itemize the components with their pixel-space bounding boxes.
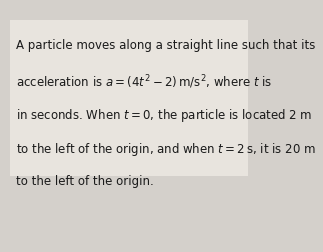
- Text: acceleration is $a = \left(4t^2 - 2\right)\,\mathrm{m/s^2}$, where $t$ is: acceleration is $a = \left(4t^2 - 2\righ…: [16, 73, 272, 91]
- Text: to the left of the origin, and when $t = 2\,\mathrm{s}$, it is 20 m: to the left of the origin, and when $t =…: [16, 141, 315, 158]
- Text: to the left of the origin.: to the left of the origin.: [16, 175, 153, 188]
- FancyBboxPatch shape: [10, 20, 248, 176]
- Text: in seconds. When $t = 0$, the particle is located 2 m: in seconds. When $t = 0$, the particle i…: [16, 107, 312, 124]
- Text: A particle moves along a straight line such that its: A particle moves along a straight line s…: [16, 39, 315, 52]
